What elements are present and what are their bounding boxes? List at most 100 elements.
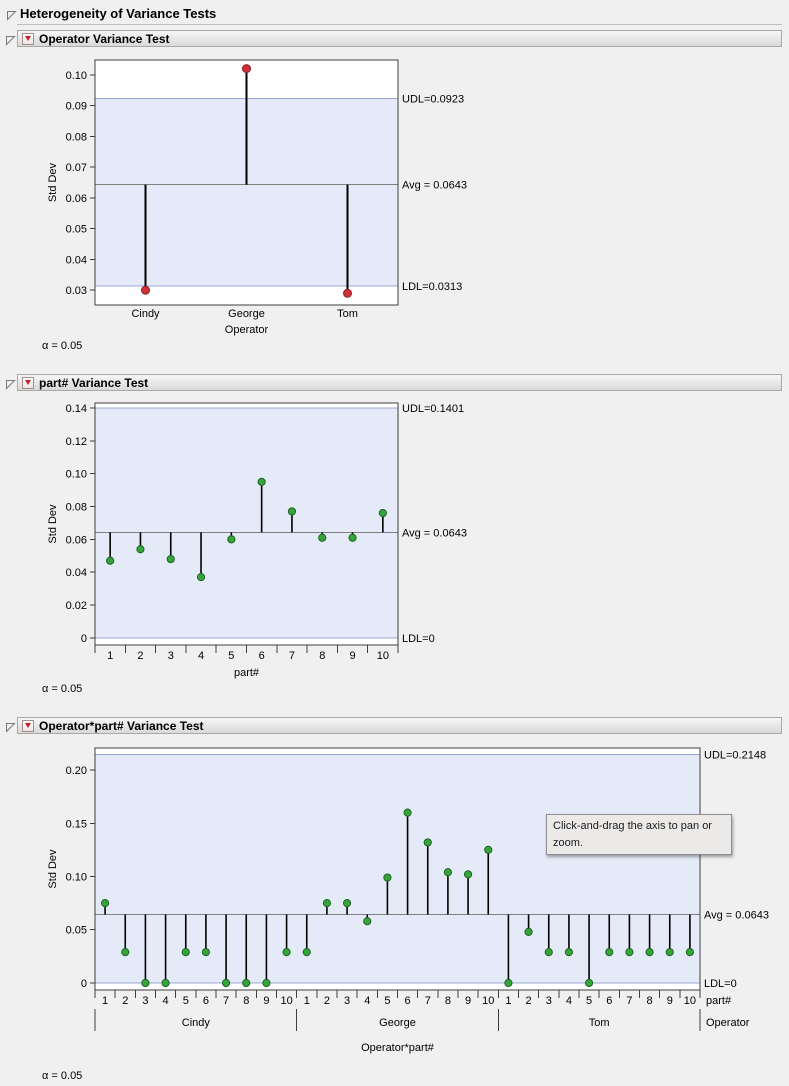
panel-header-operator-part-variance[interactable]: Operator*part# Variance Test bbox=[17, 717, 782, 734]
y-axis[interactable]: 0 0.05 0.10 0.15 0.20 Std Dev bbox=[47, 765, 95, 990]
svg-text:6: 6 bbox=[405, 995, 411, 1007]
svg-text:Avg = 0.0643: Avg = 0.0643 bbox=[402, 180, 467, 192]
svg-text:2: 2 bbox=[137, 650, 143, 662]
y-axis[interactable]: 0.03 0.04 0.05 0.06 0.07 0.08 0.09 0.10 Std Dev bbox=[47, 70, 95, 297]
svg-text:5: 5 bbox=[384, 995, 390, 1007]
control-limit-band bbox=[95, 754, 700, 983]
outline-rule bbox=[17, 24, 782, 25]
svg-text:0.04: 0.04 bbox=[66, 567, 87, 579]
svg-text:9: 9 bbox=[263, 995, 269, 1007]
svg-text:3: 3 bbox=[344, 995, 350, 1007]
svg-text:part#: part# bbox=[706, 995, 732, 1007]
svg-text:Cindy: Cindy bbox=[131, 308, 160, 320]
svg-text:2: 2 bbox=[324, 995, 330, 1007]
svg-text:6: 6 bbox=[203, 995, 209, 1007]
x-axis[interactable]: 1 2 3 4 5 6 7 8 9 10 Cindy 1 2 3 4 5 6 7 8 9 10 George 1 2 3 4 5 6 7… bbox=[94, 990, 750, 1054]
panel-title: Operator*part# Variance Test bbox=[39, 718, 204, 733]
red-triangle-menu-icon[interactable] bbox=[22, 376, 34, 389]
svg-text:UDL=0.2148: UDL=0.2148 bbox=[704, 749, 766, 761]
svg-text:2: 2 bbox=[122, 995, 128, 1007]
axis-pan-zoom-tooltip: Click-and-drag the axis to pan or zoom. bbox=[546, 814, 732, 855]
svg-text:Operator: Operator bbox=[225, 324, 269, 336]
panel-title: Operator Variance Test bbox=[39, 31, 170, 46]
svg-text:7: 7 bbox=[289, 650, 295, 662]
red-triangle-menu-icon[interactable] bbox=[22, 719, 34, 732]
svg-text:part#: part# bbox=[234, 667, 260, 679]
limit-labels: UDL=0.0923 Avg = 0.0643 LDL=0.0313 bbox=[402, 93, 467, 293]
svg-text:0.07: 0.07 bbox=[66, 162, 87, 174]
svg-text:LDL=0: LDL=0 bbox=[704, 978, 737, 990]
svg-text:LDL=0.0313: LDL=0.0313 bbox=[402, 281, 462, 293]
svg-text:0.02: 0.02 bbox=[66, 600, 87, 612]
svg-text:1: 1 bbox=[505, 995, 511, 1007]
alpha-level-label: α = 0.05 bbox=[42, 1070, 83, 1082]
svg-text:1: 1 bbox=[102, 995, 108, 1007]
svg-text:2: 2 bbox=[526, 995, 532, 1007]
panel-header-part-variance[interactable]: part# Variance Test bbox=[17, 374, 782, 391]
svg-text:5: 5 bbox=[586, 995, 592, 1007]
svg-text:1: 1 bbox=[107, 650, 113, 662]
svg-text:7: 7 bbox=[425, 995, 431, 1007]
svg-text:8: 8 bbox=[647, 995, 653, 1007]
svg-text:6: 6 bbox=[606, 995, 612, 1007]
svg-text:Cindy: Cindy bbox=[182, 1017, 211, 1029]
limit-labels: UDL=0.2148 Avg = 0.0643 LDL=0 bbox=[704, 749, 769, 990]
svg-text:0.06: 0.06 bbox=[66, 534, 87, 546]
svg-text:3: 3 bbox=[142, 995, 148, 1007]
svg-text:9: 9 bbox=[349, 650, 355, 662]
svg-text:9: 9 bbox=[465, 995, 471, 1007]
limit-labels: UDL=0.1401 Avg = 0.0643 LDL=0 bbox=[402, 403, 467, 645]
control-limit-band bbox=[95, 407, 398, 638]
svg-text:4: 4 bbox=[566, 995, 572, 1007]
svg-text:9: 9 bbox=[667, 995, 673, 1007]
alpha-level-label: α = 0.05 bbox=[42, 340, 83, 352]
alpha-level-label: α = 0.05 bbox=[42, 683, 83, 695]
svg-text:0.04: 0.04 bbox=[66, 254, 87, 266]
svg-text:0.20: 0.20 bbox=[66, 765, 87, 777]
red-triangle-menu-icon[interactable] bbox=[22, 32, 34, 45]
svg-text:0.06: 0.06 bbox=[66, 193, 87, 205]
svg-text:Std Dev: Std Dev bbox=[47, 162, 59, 202]
svg-text:8: 8 bbox=[319, 650, 325, 662]
svg-text:0: 0 bbox=[81, 978, 87, 990]
svg-text:UDL=0.1401: UDL=0.1401 bbox=[402, 403, 464, 415]
disclosure-triangle-icon[interactable] bbox=[5, 377, 16, 390]
disclosure-triangle-icon[interactable] bbox=[5, 33, 16, 46]
svg-text:1: 1 bbox=[304, 995, 310, 1007]
svg-text:0.10: 0.10 bbox=[66, 872, 87, 884]
svg-text:Avg = 0.0643: Avg = 0.0643 bbox=[402, 527, 467, 539]
variance-chart-2[interactable]: 0 0.02 0.04 0.06 0.08 0.10 0.12 0.14 Std Dev 1 2 3 4… bbox=[47, 402, 467, 679]
report-title: Heterogeneity of Variance Tests bbox=[20, 6, 217, 21]
svg-text:0.05: 0.05 bbox=[66, 925, 87, 937]
x-axis[interactable]: Cindy George Tom Operator bbox=[131, 308, 357, 336]
variance-chart-3[interactable]: 0 0.05 0.10 0.15 0.20 Std Dev 1 2 3 4 5 6 7 8 9 10 Cindy… bbox=[47, 747, 769, 1054]
svg-text:3: 3 bbox=[546, 995, 552, 1007]
svg-text:UDL=0.0923: UDL=0.0923 bbox=[402, 93, 464, 105]
needles bbox=[144, 68, 349, 294]
svg-text:0.14: 0.14 bbox=[66, 403, 87, 415]
disclosure-triangle-icon[interactable] bbox=[5, 720, 16, 733]
svg-text:0.08: 0.08 bbox=[66, 131, 87, 143]
panel-title: part# Variance Test bbox=[39, 375, 149, 390]
svg-text:Avg = 0.0643: Avg = 0.0643 bbox=[704, 910, 769, 922]
variance-chart-1[interactable]: 0.03 0.04 0.05 0.06 0.07 0.08 0.09 0.10 Std Dev C… bbox=[47, 59, 467, 336]
svg-text:0.03: 0.03 bbox=[66, 285, 87, 297]
svg-text:0.05: 0.05 bbox=[66, 224, 87, 236]
panel-header-operator-variance[interactable]: Operator Variance Test bbox=[17, 30, 782, 47]
y-axis[interactable]: 0 0.02 0.04 0.06 0.08 0.10 0.12 0.14 Std Dev bbox=[47, 403, 95, 645]
svg-text:George: George bbox=[228, 308, 265, 320]
svg-text:George: George bbox=[379, 1017, 416, 1029]
svg-text:LDL=0: LDL=0 bbox=[402, 633, 435, 645]
x-axis[interactable]: 1 2 3 4 5 6 7 8 9 10 part# bbox=[94, 645, 399, 679]
svg-text:5: 5 bbox=[183, 995, 189, 1007]
svg-text:10: 10 bbox=[280, 995, 292, 1007]
svg-text:8: 8 bbox=[445, 995, 451, 1007]
data-points bbox=[106, 477, 387, 582]
svg-text:Std Dev: Std Dev bbox=[47, 504, 59, 544]
disclosure-triangle-icon[interactable] bbox=[6, 8, 17, 21]
svg-text:0.08: 0.08 bbox=[66, 502, 87, 514]
svg-text:4: 4 bbox=[364, 995, 370, 1007]
svg-text:7: 7 bbox=[223, 995, 229, 1007]
